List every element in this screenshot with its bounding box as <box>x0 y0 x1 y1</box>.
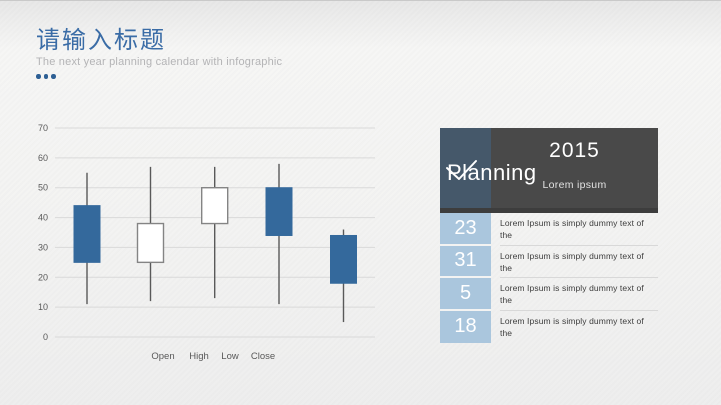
dot-icon <box>51 74 56 79</box>
y-tick-label: 10 <box>38 302 48 312</box>
year-block: 2015 Lorem ipsum <box>491 128 658 213</box>
row-text: Lorem Ipsum is simply dummy text of the <box>500 278 658 311</box>
planning-label: Planning <box>447 160 537 185</box>
dot-icon <box>36 74 41 79</box>
candle-body <box>73 205 101 263</box>
y-tick-label: 50 <box>38 183 48 193</box>
candle-body <box>265 187 293 236</box>
planning-panel-header: 2015 Lorem ipsum Planning <box>440 128 658 213</box>
dot-icon <box>43 74 48 79</box>
legend-item: Close <box>251 351 275 362</box>
row-number: 18 <box>440 310 491 343</box>
y-tick-label: 20 <box>38 272 48 282</box>
candle-body <box>330 234 357 284</box>
table-row: 23 Lorem Ipsum is simply dummy text of th… <box>440 213 658 246</box>
row-text: Lorem Ipsum is simply dummy text of the <box>500 213 658 246</box>
y-tick-label: 60 <box>38 153 48 163</box>
y-tick-label: 0 <box>43 332 48 342</box>
y-tick-label: 40 <box>38 213 48 223</box>
year-caption: Lorem ipsum <box>542 179 607 191</box>
title-block: 请输入标题 The next year planning calendar wi… <box>36 27 283 79</box>
table-row: 31 Lorem Ipsum is simply dummy text of th… <box>440 245 658 278</box>
y-tick-label: 70 <box>38 123 48 133</box>
page-subtitle: The next year planning calendar with inf… <box>36 56 283 69</box>
table-row: 18 Lorem Ipsum is simply dummy text of th… <box>440 310 658 343</box>
year-label: 2015 <box>549 139 600 162</box>
legend-item: Low <box>221 351 239 362</box>
planning-panel: 2015 Lorem ipsum Planning 23 Lorem Ipsum … <box>440 128 658 343</box>
candle-body <box>136 222 165 264</box>
row-text: Lorem Ipsum is simply dummy text of the <box>500 246 658 278</box>
planning-rows: 23 Lorem Ipsum is simply dummy text of th… <box>440 213 658 343</box>
row-number: 31 <box>440 245 491 278</box>
legend-item: Open <box>151 351 174 362</box>
row-text: Lorem Ipsum is simply dummy text of the <box>500 315 644 338</box>
check-icon <box>446 160 477 180</box>
page-title: 请输入标题 <box>36 27 166 54</box>
row-number: 23 <box>440 213 491 246</box>
legend-item: High <box>189 351 209 362</box>
candlestick-chart: 0 10 20 30 40 50 60 70 Open High Low Close <box>20 113 392 373</box>
title-accent-dots <box>36 74 282 79</box>
header-bottom-strip <box>440 208 658 213</box>
table-row: 5 Lorem Ipsum is simply dummy text of the <box>440 278 658 311</box>
candle-body <box>200 187 229 225</box>
row-number: 5 <box>440 278 491 311</box>
y-tick-label: 30 <box>38 242 48 252</box>
